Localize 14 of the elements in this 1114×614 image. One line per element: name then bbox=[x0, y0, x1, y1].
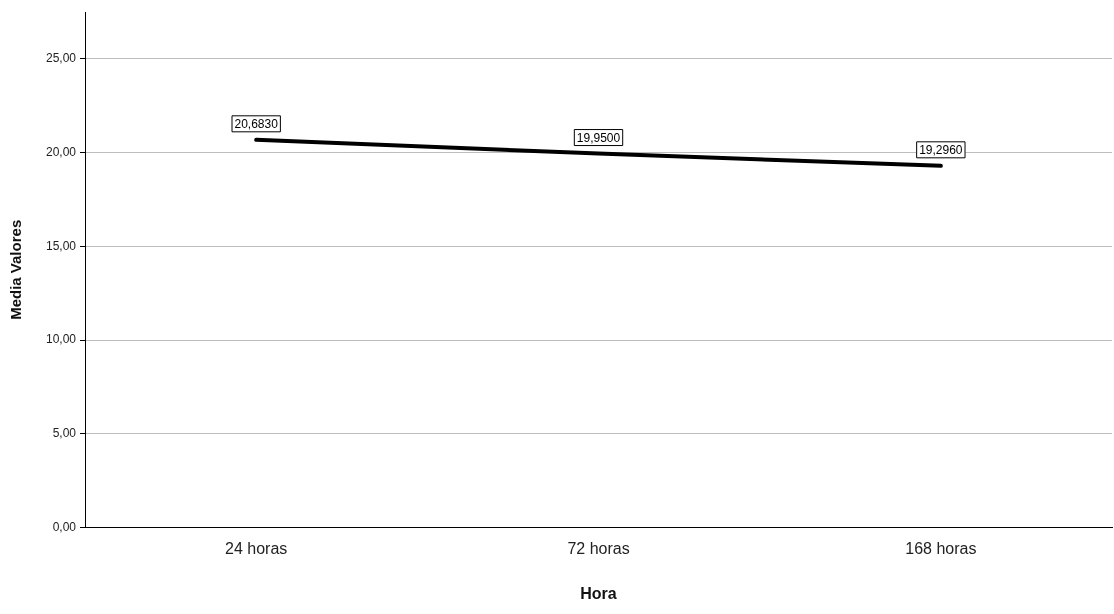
y-tick-label: 25,00 bbox=[46, 51, 77, 66]
x-tick-label: 168 horas bbox=[905, 539, 977, 557]
data-label: 19,9500 bbox=[576, 130, 621, 145]
data-label: 20,6830 bbox=[234, 117, 279, 132]
y-tick-label: 15,00 bbox=[46, 238, 77, 253]
y-axis-title: Media Valores bbox=[7, 219, 25, 320]
x-axis-title: Hora bbox=[580, 584, 617, 602]
y-tick-label: 20,00 bbox=[46, 144, 77, 159]
x-tick-label: 24 horas bbox=[225, 539, 288, 557]
data-label: 19,2960 bbox=[919, 143, 963, 158]
y-tick-label: 5,00 bbox=[52, 426, 77, 441]
y-tick-label: 10,00 bbox=[46, 332, 77, 347]
x-tick-label: 72 horas bbox=[567, 539, 630, 557]
y-tick-label: 0,00 bbox=[52, 519, 77, 534]
